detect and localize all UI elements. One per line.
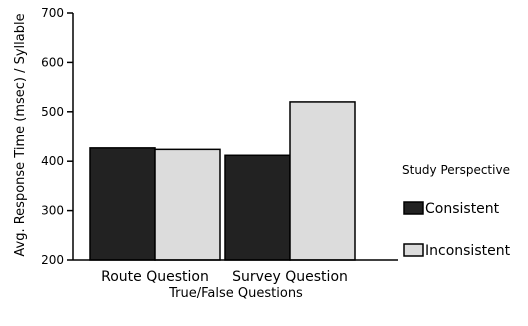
legend-swatch-inconsistent: [403, 243, 424, 257]
x-category-label: Survey Question: [232, 269, 348, 285]
bar-inconsistent-1: [154, 148, 221, 261]
y-axis-label: Avg. Response Time (msec) / Syllable: [13, 13, 28, 256]
legend: Study Perspective Consistent Inconsistent: [402, 163, 511, 259]
y-tick-label: 500: [41, 105, 64, 119]
y-tick-label: 600: [41, 55, 64, 69]
y-tick-label: 400: [41, 154, 64, 168]
x-axis-label: True/False Questions: [168, 286, 303, 301]
bar-consistent-2: [224, 154, 291, 261]
y-ticks: 200 300 400 500 600 700: [41, 6, 73, 267]
bar-inconsistent-2: [289, 101, 356, 261]
x-categories: Route Question Survey Question: [101, 269, 348, 285]
y-tick-label: 200: [41, 253, 64, 267]
legend-label-consistent: Consistent: [425, 201, 500, 217]
legend-title: Study Perspective: [402, 163, 510, 177]
legend-label-inconsistent: Inconsistent: [425, 243, 511, 259]
legend-swatch-consistent: [403, 201, 424, 215]
y-tick-label: 300: [41, 204, 64, 218]
bars-layer: [89, 101, 356, 261]
x-category-label: Route Question: [101, 269, 209, 285]
y-tick-label: 700: [41, 6, 64, 20]
bar-consistent-1: [89, 147, 156, 261]
